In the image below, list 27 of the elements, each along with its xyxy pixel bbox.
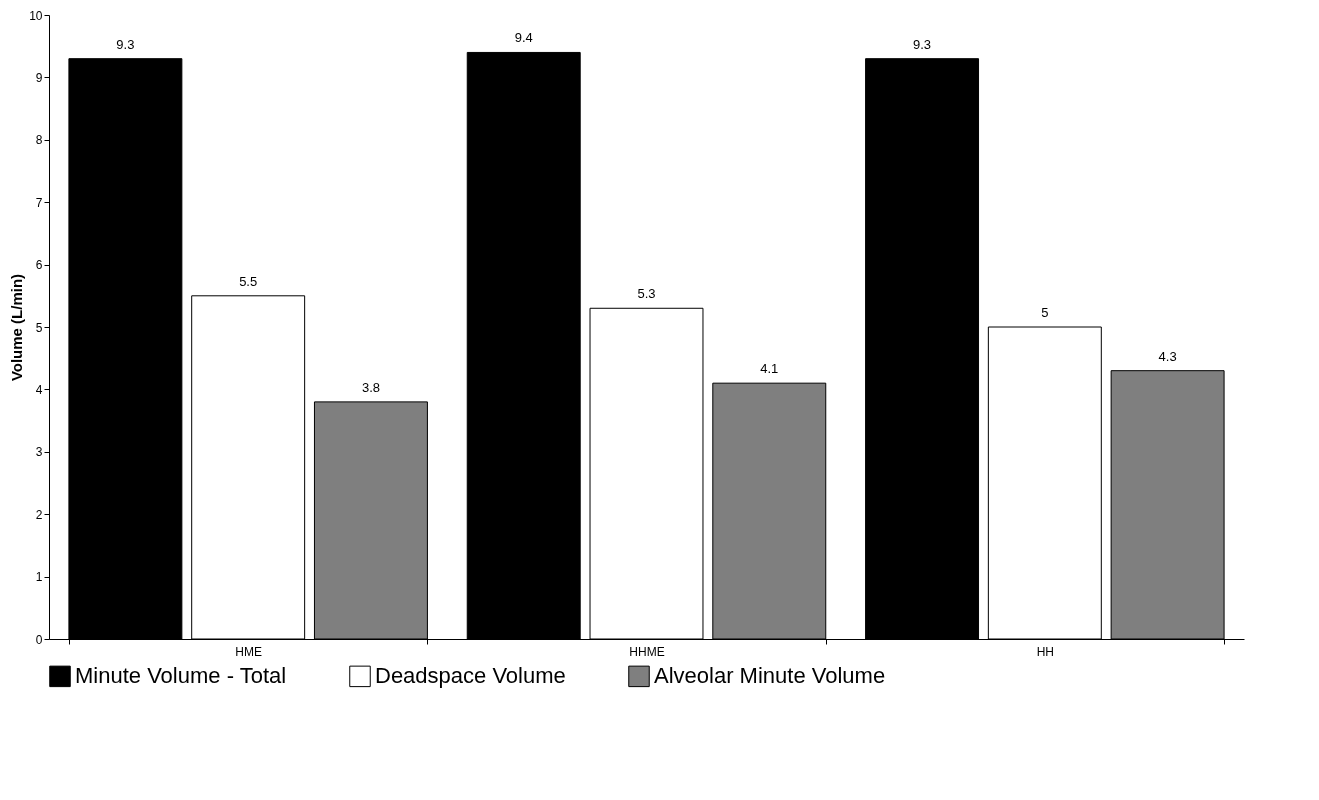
y-tick-label: 4: [35, 382, 43, 397]
y-tick-label: 8: [35, 133, 43, 148]
data-label: 3.8: [361, 379, 380, 395]
y-tick-label: 7: [35, 195, 43, 210]
legend-label: Minute Volume - Total: [75, 663, 287, 689]
y-tick-label: 10: [29, 8, 43, 23]
data-label: 9.3: [913, 36, 932, 52]
y-tick-label: 6: [35, 258, 43, 273]
data-label: 5.5: [239, 273, 258, 289]
legend-label: Deadspace Volume: [375, 663, 566, 689]
y-tick-label: 9: [35, 70, 43, 85]
data-label: 5: [1041, 305, 1049, 320]
y-tick-label: 1: [35, 570, 43, 585]
y-tick-label: 2: [35, 507, 43, 522]
y-axis-title: Volume (L/min): [8, 273, 26, 382]
y-tick-label: 0: [35, 632, 43, 647]
legend-label: Alveolar Minute Volume: [654, 663, 886, 689]
y-tick-label: 3: [35, 445, 43, 460]
data-label: 9.4: [514, 30, 533, 46]
data-label: 5.3: [637, 286, 656, 302]
x-tick-label: HME: [235, 644, 262, 659]
x-tick-label: HHME: [629, 644, 665, 659]
data-label: 4.1: [760, 361, 779, 377]
x-tick-label: HH: [1036, 644, 1055, 659]
data-label: 9.3: [116, 36, 135, 52]
y-tick-label: 5: [35, 320, 43, 335]
data-label: 4.3: [1158, 348, 1177, 364]
